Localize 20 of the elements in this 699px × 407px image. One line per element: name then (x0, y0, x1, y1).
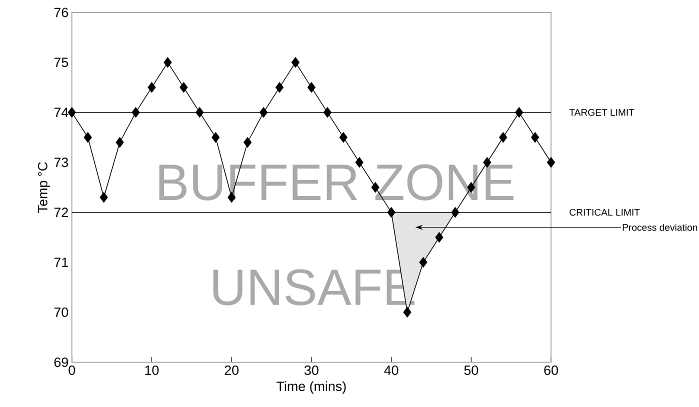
text: Process deviation (622, 224, 698, 231)
y-axis-title: Temp °C (38, 162, 50, 213)
x-axis-title: Time (mins) (276, 381, 346, 394)
y-tick-label: 72 (54, 208, 68, 217)
x-tick-label: 50 (464, 365, 478, 375)
y-tick-label: 71 (54, 258, 68, 267)
ref-line-label: TARGET LIMIT (569, 108, 634, 116)
x-tick-label: 60 (544, 365, 558, 375)
x-tick-label: 0 (68, 365, 76, 375)
y-tick-label: 75 (54, 58, 68, 67)
y-tick-label: 74 (54, 108, 68, 117)
x-tick-label: 40 (384, 365, 398, 375)
ref-line-label: CRITICAL LIMIT (570, 208, 640, 216)
x-tick-label: 20 (224, 365, 239, 375)
y-tick-label: 69 (54, 357, 68, 367)
x-tick-label: 30 (304, 365, 318, 375)
y-tick-label: 76 (54, 8, 68, 18)
x-tick-label: 10 (145, 365, 159, 375)
y-tick-label: 70 (54, 307, 68, 317)
y-tick-label: 73 (54, 157, 68, 167)
